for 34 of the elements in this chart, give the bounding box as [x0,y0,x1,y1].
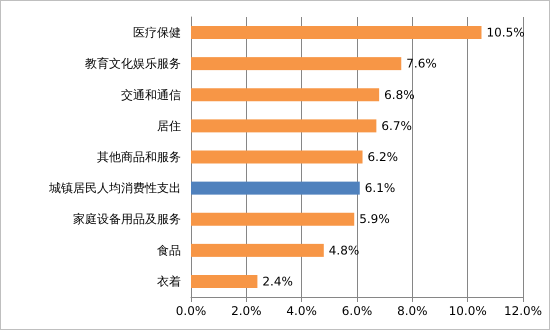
bar [191,244,324,257]
y-tick-label: 家庭设备用品及服务 [73,212,181,226]
x-tick-label: 12.0% [504,304,542,318]
y-tick-label: 医疗保健 [133,26,181,40]
data-label: 6.1% [364,181,396,196]
data-label: 6.8% [384,88,415,102]
bar [191,57,402,70]
x-tick-label: 6.0% [342,304,372,318]
bar [191,150,363,164]
y-tick-label: 衣着 [157,274,181,288]
data-label: 7.6% [406,56,437,71]
data-label: 6.7% [381,118,412,133]
data-label: 2.4% [262,274,293,288]
bar [191,119,376,132]
data-label: 4.8% [328,243,360,258]
y-tick-label: 交通和通信 [121,88,181,102]
y-tick-label: 其他商品和服务 [97,150,181,164]
x-tick-label: 10.0% [448,304,487,318]
bar [191,212,354,226]
y-tick-label: 食品 [157,243,181,258]
bar [191,182,360,195]
x-tick-label: 8.0% [397,304,428,318]
bar [191,26,482,40]
data-label: 6.2% [368,150,398,164]
bar [191,88,380,102]
y-tick-label: 城镇居民人均消费性支出 [48,181,181,196]
y-tick-label: 居住 [157,118,181,133]
x-tick-label: 4.0% [286,304,317,318]
data-label: 5.9% [359,212,390,226]
data-label: 10.5% [486,26,525,40]
x-tick-label: 0.0% [176,304,206,318]
bar [191,274,258,288]
y-tick-label: 教育文化娱乐服务 [85,56,181,71]
x-tick-label: 2.0% [231,304,262,318]
